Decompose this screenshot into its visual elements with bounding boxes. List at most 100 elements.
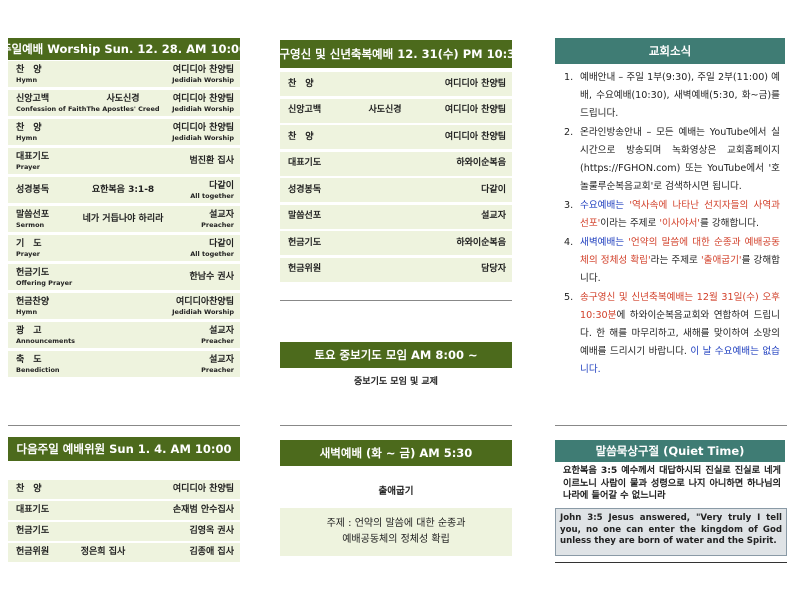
row-label-text: 찬 양 [16, 64, 42, 75]
row-label: 말씀선포 [288, 205, 321, 229]
row-right: 설교자 Preacher [201, 322, 234, 348]
row-right: 설교자 Preacher [201, 206, 234, 232]
row-right-en: Jedidiah Worship [172, 133, 234, 142]
row-right-text: 여디디아 찬양팀 [172, 484, 234, 494]
section-header: 다음주일 예배위원 Sun 1. 4. AM 10:00 [8, 437, 240, 461]
section-header: 교회소식 [555, 38, 785, 64]
row-label: 말씀선포 Sermon [16, 206, 49, 232]
row-right-text: 손재범 안수집사 [172, 505, 234, 515]
row-right-text: 설교자 [209, 325, 234, 336]
row-right-en: Jedidiah Worship [172, 75, 234, 84]
row-right: 손재범 안수집사 [173, 501, 234, 520]
news-item: 3. 수요예배는 '역사속에 나타난 선지자들의 사역과 선포'이라는 주제로 '… [558, 197, 780, 233]
row-right-text: 다같이 [209, 180, 234, 191]
dawn-theme-line: 주제 : 언약의 말씀에 대한 순종과 [326, 518, 466, 529]
news-number: 5. [564, 292, 574, 303]
row-label: 기 도 Prayer [16, 235, 42, 261]
row-label-text: 찬 양 [288, 78, 314, 89]
news-text: 이 날 수요예배는 없습니다. [580, 346, 780, 375]
row-right-text: 여디디아 찬양팀 [444, 131, 506, 142]
program-row: 헌금기도 하와이순복음 [280, 231, 512, 255]
row-right-en: All together [190, 191, 234, 200]
row-right-text: 여디디아 찬양팀 [444, 78, 506, 89]
divider [555, 425, 787, 426]
program-row: 성경봉독 요한복음 3:1-8 다같이 All together [8, 177, 240, 203]
news-item: 1. 예배안내 – 주일 1부(9:30), 주일 2부(11:00) 예배, 수… [558, 69, 780, 123]
program-row: 신앙고백 Confession of Faith 사도신경 The Apostles'… [8, 90, 240, 116]
row-right-text: 다같이 [481, 184, 506, 195]
row-label-text: 찬 양 [16, 122, 42, 133]
row-label: 헌금찬양 Hymn [16, 293, 49, 319]
news-text: 를 강해합니다. [699, 218, 760, 229]
row-middle: 정은희 집사 [33, 543, 173, 562]
row-right: 김종애 집사 [189, 543, 234, 562]
program-row: 헌금기도 김영옥 권사 [8, 522, 240, 541]
news-text: 에 하와이순복음교회와 연합하여 드립니다. 한 해를 마무리하고, 새해를 맞… [580, 310, 780, 357]
row-right-text: 다같이 [209, 238, 234, 249]
section-header: 토요 중보기도 모임 AM 8:00 ~ [280, 342, 512, 368]
row-label-text: 대표기도 [16, 151, 50, 162]
row-right-text: 하와이순복음 [456, 158, 506, 168]
row-label-text: 말씀선포 [16, 209, 50, 220]
news-text: '출애굽기' [700, 255, 742, 266]
row-label-text: 헌금위원 [288, 264, 322, 274]
news-number: 4. [564, 237, 574, 248]
row-right-en: Jedidiah Worship [172, 104, 234, 113]
row-right: 한남수 권사 [189, 264, 234, 290]
row-right: 김영옥 권사 [189, 522, 234, 541]
news-text: 송구영신 및 신년축복예배는 12월 31일(수) 오후 10:30분 [580, 292, 780, 321]
row-label-text: 기 도 [16, 238, 42, 249]
news-text: 예배안내 – 주일 1부(9:30), 주일 2부(11:00) 예배, 수요예… [580, 72, 780, 119]
row-right: 여디디아 찬양팀 [173, 480, 234, 499]
row-label-text: 성경봉독 [288, 184, 322, 195]
row-label-en: Prayer [16, 162, 41, 171]
news-text: 새벽예배는 [580, 237, 629, 248]
news-text: '이사야서' [659, 218, 700, 229]
divider [280, 300, 512, 301]
row-label: 헌금기도 [288, 231, 321, 255]
section-header: 새벽예배 (화 ~ 금) AM 5:30 [280, 440, 512, 466]
row-right-text: 하와이순복음 [456, 237, 506, 248]
program-row: 광 고 Announcements 설교자 Preacher [8, 322, 240, 348]
row-right: 여디디아 찬양팀 [445, 99, 506, 123]
program-row: 찬 양 Hymn 여디디아 찬양팀 Jedidiah Worship [8, 119, 240, 145]
program-row: 신앙고백 사도신경 여디디아 찬양팀 [280, 98, 512, 123]
row-label-text: 신앙고백 [16, 93, 50, 104]
row-label-text: 찬 양 [288, 131, 314, 142]
program-row: 찬 양 여디디아 찬양팀 [8, 480, 240, 499]
row-label-text: 대표기도 [16, 505, 50, 515]
row-label: 축 도 Benediction [16, 351, 60, 377]
row-right: 다같이 All together [190, 177, 234, 203]
row-right: 여디디아찬양팀 Jedidiah Worship [172, 293, 234, 319]
row-label-en: Hymn [16, 75, 38, 84]
row-label-text: 말씀선포 [288, 211, 322, 221]
row-label: 헌금기도 Offering Prayer [16, 264, 72, 290]
row-right: 여디디아 찬양팀 Jedidiah Worship [172, 61, 234, 87]
row-right: 여디디아 찬양팀 Jedidiah Worship [172, 119, 234, 145]
row-middle: 사도신경 The Apostles' Creed [53, 90, 193, 116]
row-label: 대표기도 Prayer [16, 148, 49, 174]
program-row: 축 도 Benediction 설교자 Preacher [8, 351, 240, 377]
row-label: 신앙고백 Confession of Faith [16, 90, 86, 116]
row-label-en: Benediction [16, 365, 60, 374]
saturday-text: 중보기도 모임 및 교제 [354, 377, 438, 387]
section-header: 말씀묵상구절 (Quiet Time) [555, 440, 785, 462]
program-row: 말씀선포 Sermon 네가 거듭나야 하리라 설교자 Preacher [8, 206, 240, 232]
row-right-en: Jedidiah Worship [172, 307, 234, 316]
row-label: 성경봉독 [288, 178, 321, 202]
dawn-theme-box: 주제 : 언약의 말씀에 대한 순종과 예배공동체의 정체성 확립 [280, 508, 512, 556]
program-row: 헌금위원 정은희 집사 김종애 집사 [8, 543, 240, 562]
row-right-text: 설교자 [209, 354, 234, 365]
news-text: 온라인방송안내 – 모든 예배는 YouTube에서 실시간으로 방송되며 녹화… [580, 127, 780, 192]
row-right-text: 여디디아찬양팀 [176, 296, 234, 307]
row-label-en: Offering Prayer [16, 278, 73, 287]
row-right-text: 설교자 [481, 211, 506, 221]
program-row: 말씀선포 설교자 [280, 204, 512, 229]
qt-english: John 3:5 Jesus answered, "Very truly I t… [555, 508, 787, 556]
row-label: 광 고 Announcements [16, 322, 75, 348]
program-row: 대표기도 하와이순복음 [280, 151, 512, 176]
row-right: 여디디아 찬양팀 [445, 72, 506, 96]
row-label-text: 헌금기도 [16, 526, 50, 536]
row-middle-text: 사도신경 [368, 105, 402, 115]
row-label-text: 헌금기도 [16, 267, 50, 278]
